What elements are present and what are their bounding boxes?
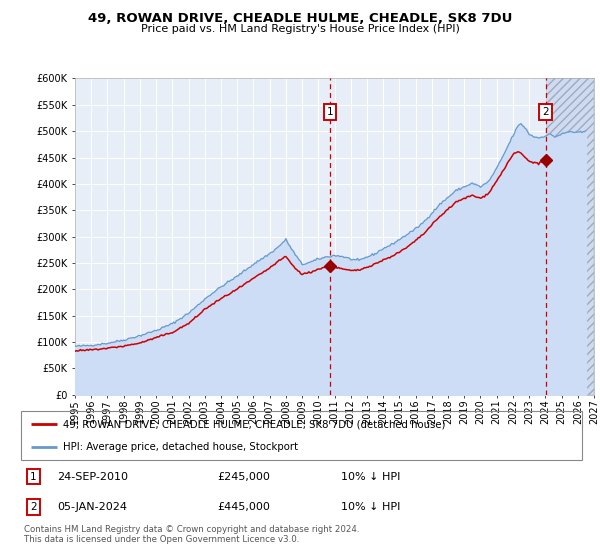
Text: £245,000: £245,000 bbox=[217, 472, 270, 482]
Text: 10% ↓ HPI: 10% ↓ HPI bbox=[341, 472, 400, 482]
Text: 10% ↓ HPI: 10% ↓ HPI bbox=[341, 502, 400, 512]
Text: 2: 2 bbox=[542, 106, 549, 116]
Text: Contains HM Land Registry data © Crown copyright and database right 2024.
This d: Contains HM Land Registry data © Crown c… bbox=[24, 525, 359, 544]
Text: £445,000: £445,000 bbox=[217, 502, 270, 512]
Text: 1: 1 bbox=[327, 106, 334, 116]
Text: 24-SEP-2010: 24-SEP-2010 bbox=[58, 472, 128, 482]
Bar bbox=[545, 78, 594, 395]
Text: 49, ROWAN DRIVE, CHEADLE HULME, CHEADLE, SK8 7DU (detached house): 49, ROWAN DRIVE, CHEADLE HULME, CHEADLE,… bbox=[63, 419, 446, 430]
Text: HPI: Average price, detached house, Stockport: HPI: Average price, detached house, Stoc… bbox=[63, 442, 298, 452]
Text: 2: 2 bbox=[30, 502, 37, 512]
Text: 1: 1 bbox=[30, 472, 37, 482]
Text: Price paid vs. HM Land Registry's House Price Index (HPI): Price paid vs. HM Land Registry's House … bbox=[140, 24, 460, 34]
Text: 05-JAN-2024: 05-JAN-2024 bbox=[58, 502, 127, 512]
Text: 49, ROWAN DRIVE, CHEADLE HULME, CHEADLE, SK8 7DU: 49, ROWAN DRIVE, CHEADLE HULME, CHEADLE,… bbox=[88, 12, 512, 25]
